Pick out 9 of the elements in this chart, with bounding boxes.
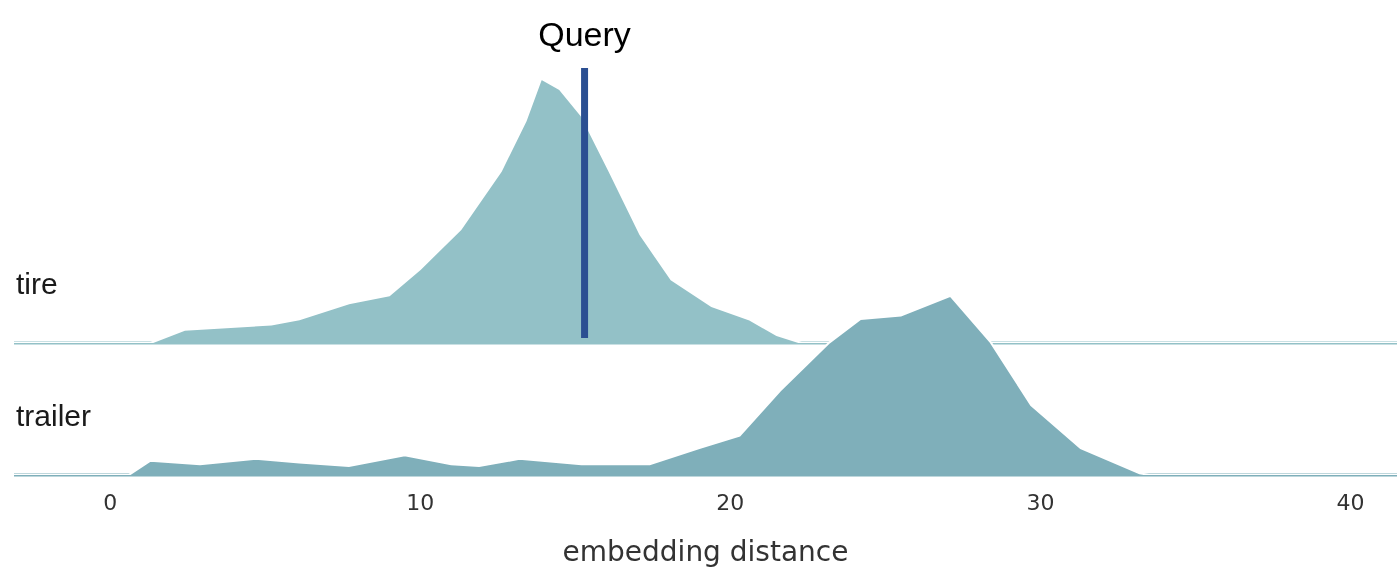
x-tick-label: 0 bbox=[103, 489, 118, 515]
series-label: tire bbox=[16, 267, 58, 301]
x-tick-label: 10 bbox=[406, 489, 435, 515]
x-tick-label: 20 bbox=[716, 489, 745, 515]
ref-line-label: Query bbox=[538, 15, 631, 54]
x-axis-title: embedding distance bbox=[562, 535, 849, 569]
series-label: trailer bbox=[16, 399, 92, 433]
x-tick-label: 40 bbox=[1336, 489, 1365, 515]
x-tick-label: 30 bbox=[1026, 489, 1055, 515]
